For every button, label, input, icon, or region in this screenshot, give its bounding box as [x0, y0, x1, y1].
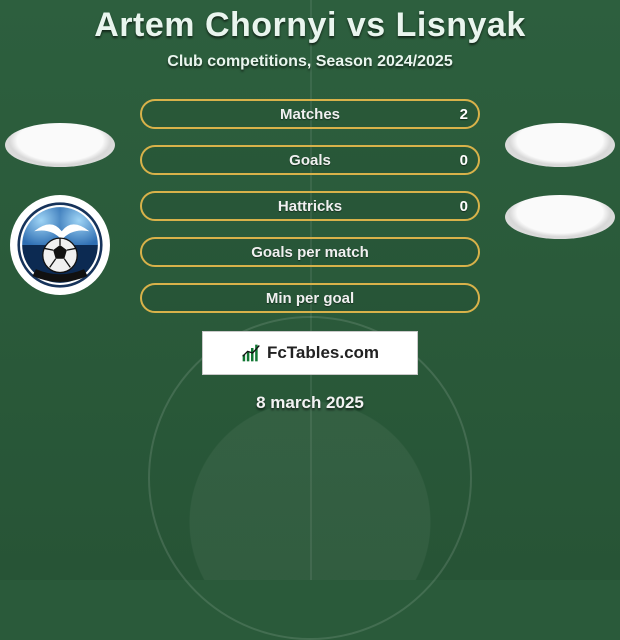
stat-value-right: 2 — [460, 101, 468, 127]
stat-row: Goals per match — [140, 237, 480, 267]
player-avatar-placeholder — [5, 123, 115, 167]
stat-value-right: 0 — [460, 193, 468, 219]
stat-row: Min per goal — [140, 283, 480, 313]
stat-label: Goals — [289, 152, 331, 169]
stat-row: Hattricks 0 — [140, 191, 480, 221]
left-player-column — [0, 123, 120, 295]
stat-label: Hattricks — [278, 198, 342, 215]
brand-badge: FcTables.com — [202, 331, 418, 375]
stat-row: Goals 0 — [140, 145, 480, 175]
club-crest-icon — [17, 202, 103, 288]
club-logo-placeholder — [505, 195, 615, 239]
player-avatar-placeholder — [505, 123, 615, 167]
subtitle: Club competitions, Season 2024/2025 — [0, 53, 620, 71]
stat-row: Matches 2 — [140, 99, 480, 129]
brand-text: FcTables.com — [267, 343, 379, 363]
page-title: Artem Chornyi vs Lisnyak — [0, 6, 620, 45]
club-logo — [10, 195, 110, 295]
right-player-column — [500, 123, 620, 239]
bars-icon — [241, 343, 261, 363]
stat-label: Goals per match — [251, 244, 369, 261]
date-text: 8 march 2025 — [0, 393, 620, 413]
stat-label: Matches — [280, 106, 340, 123]
stat-value-right: 0 — [460, 147, 468, 173]
stat-label: Min per goal — [266, 290, 354, 307]
stats-table: Matches 2 Goals 0 Hattricks 0 Goals per match M… — [140, 99, 480, 313]
infographic-root: Artem Chornyi vs Lisnyak Club competitio… — [0, 0, 620, 413]
